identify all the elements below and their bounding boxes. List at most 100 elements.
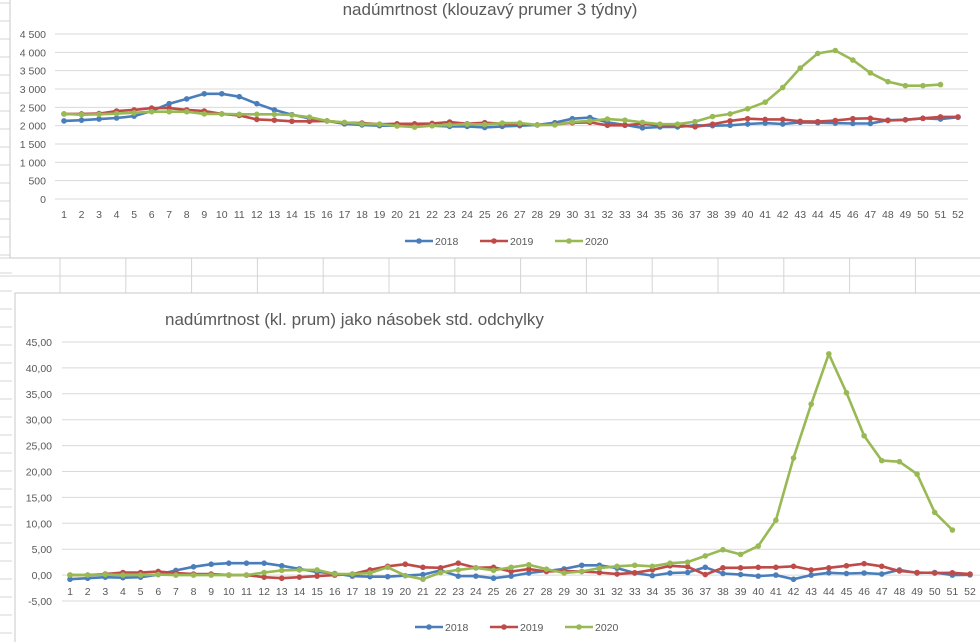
data-point[interactable] <box>737 571 744 578</box>
data-point[interactable] <box>914 471 920 477</box>
data-point[interactable] <box>254 100 260 107</box>
data-point[interactable] <box>937 81 944 88</box>
data-point[interactable] <box>516 120 523 126</box>
data-point[interactable] <box>773 517 779 523</box>
data-point[interactable] <box>429 122 435 129</box>
data-point[interactable] <box>420 564 426 571</box>
data-point[interactable] <box>166 100 172 107</box>
data-point[interactable] <box>278 562 285 569</box>
data-point[interactable] <box>261 560 267 566</box>
data-point[interactable] <box>61 111 67 117</box>
data-point[interactable] <box>832 117 839 124</box>
data-point[interactable] <box>727 122 733 129</box>
data-point[interactable] <box>341 119 348 126</box>
data-point[interactable] <box>490 575 497 582</box>
data-point[interactable] <box>709 121 716 127</box>
data-point[interactable] <box>843 389 850 396</box>
data-point[interactable] <box>861 560 867 567</box>
data-point[interactable] <box>727 118 733 124</box>
data-point[interactable] <box>226 572 232 578</box>
data-point[interactable] <box>289 112 295 118</box>
data-point[interactable] <box>631 569 638 576</box>
data-point[interactable] <box>306 114 313 121</box>
data-point[interactable] <box>639 125 646 131</box>
data-point[interactable] <box>790 563 797 570</box>
data-point[interactable] <box>208 561 214 568</box>
data-point[interactable] <box>113 115 120 121</box>
data-point[interactable] <box>508 573 514 579</box>
data-point[interactable] <box>243 572 250 578</box>
data-point[interactable] <box>278 567 285 574</box>
data-point[interactable] <box>826 565 832 571</box>
data-point[interactable] <box>674 121 681 127</box>
data-point[interactable] <box>850 57 856 63</box>
data-point[interactable] <box>359 121 365 127</box>
data-point[interactable] <box>394 123 400 129</box>
data-point[interactable] <box>762 99 768 105</box>
data-point[interactable] <box>78 111 85 118</box>
data-point[interactable] <box>797 118 804 125</box>
data-point[interactable] <box>808 567 814 573</box>
data-point[interactable] <box>296 567 303 573</box>
data-point[interactable] <box>534 122 541 128</box>
data-point[interactable] <box>762 116 768 123</box>
data-point[interactable] <box>526 570 532 576</box>
data-point[interactable] <box>236 111 243 118</box>
data-point[interactable] <box>243 560 250 566</box>
data-point[interactable] <box>289 118 295 125</box>
data-point[interactable] <box>744 106 751 112</box>
data-point[interactable] <box>744 115 751 122</box>
data-point[interactable] <box>755 543 762 549</box>
data-point[interactable] <box>455 573 462 579</box>
data-point[interactable] <box>102 571 109 578</box>
data-point[interactable] <box>96 116 102 122</box>
data-point[interactable] <box>411 124 418 130</box>
data-point[interactable] <box>790 455 797 461</box>
data-point[interactable] <box>578 562 585 569</box>
data-point[interactable] <box>885 117 891 124</box>
data-point[interactable] <box>201 90 208 97</box>
data-point[interactable] <box>508 568 514 575</box>
data-point[interactable] <box>720 570 726 577</box>
legend-item-2018[interactable]: 2018 <box>415 622 469 634</box>
data-point[interactable] <box>526 566 532 572</box>
data-point[interactable] <box>790 576 797 583</box>
data-point[interactable] <box>720 565 726 571</box>
data-point[interactable] <box>113 110 120 117</box>
legend-item-2019[interactable]: 2019 <box>490 622 544 634</box>
data-point[interactable] <box>949 527 956 533</box>
data-point[interactable] <box>902 117 909 123</box>
data-point[interactable] <box>596 565 603 571</box>
data-point[interactable] <box>773 564 779 571</box>
data-point[interactable] <box>727 111 733 117</box>
data-point[interactable] <box>473 565 479 571</box>
data-point[interactable] <box>183 108 190 115</box>
data-point[interactable] <box>376 121 383 127</box>
data-point[interactable] <box>896 568 903 574</box>
data-point[interactable] <box>737 551 744 558</box>
data-point[interactable] <box>955 114 961 120</box>
data-point[interactable] <box>183 96 190 102</box>
data-point[interactable] <box>631 562 638 569</box>
data-point[interactable] <box>692 123 698 130</box>
data-point[interactable] <box>481 121 488 128</box>
data-point[interactable] <box>832 47 839 54</box>
data-point[interactable] <box>67 576 73 583</box>
data-point[interactable] <box>826 351 832 357</box>
data-point[interactable] <box>614 571 620 577</box>
legend-item-2018[interactable]: 2018 <box>405 236 459 248</box>
data-point[interactable] <box>384 564 391 571</box>
data-point[interactable] <box>226 560 232 566</box>
data-point[interactable] <box>420 576 426 583</box>
data-point[interactable] <box>324 118 330 124</box>
data-point[interactable] <box>779 121 786 127</box>
data-point[interactable] <box>561 570 567 576</box>
legend-item-2019[interactable]: 2019 <box>480 236 534 248</box>
legend-item-2020[interactable]: 2020 <box>555 236 609 248</box>
data-point[interactable] <box>137 572 144 578</box>
chart-moving-average[interactable]: nadúmrtnost (klouzavý prumer 3 týdny) 0 5… <box>9 0 980 259</box>
data-point[interactable] <box>508 564 514 571</box>
data-point[interactable] <box>861 432 867 439</box>
data-point[interactable] <box>543 566 550 572</box>
data-point[interactable] <box>208 572 214 578</box>
